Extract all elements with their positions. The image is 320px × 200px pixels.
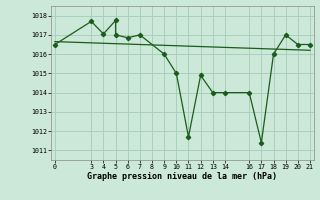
X-axis label: Graphe pression niveau de la mer (hPa): Graphe pression niveau de la mer (hPa) <box>87 172 277 181</box>
